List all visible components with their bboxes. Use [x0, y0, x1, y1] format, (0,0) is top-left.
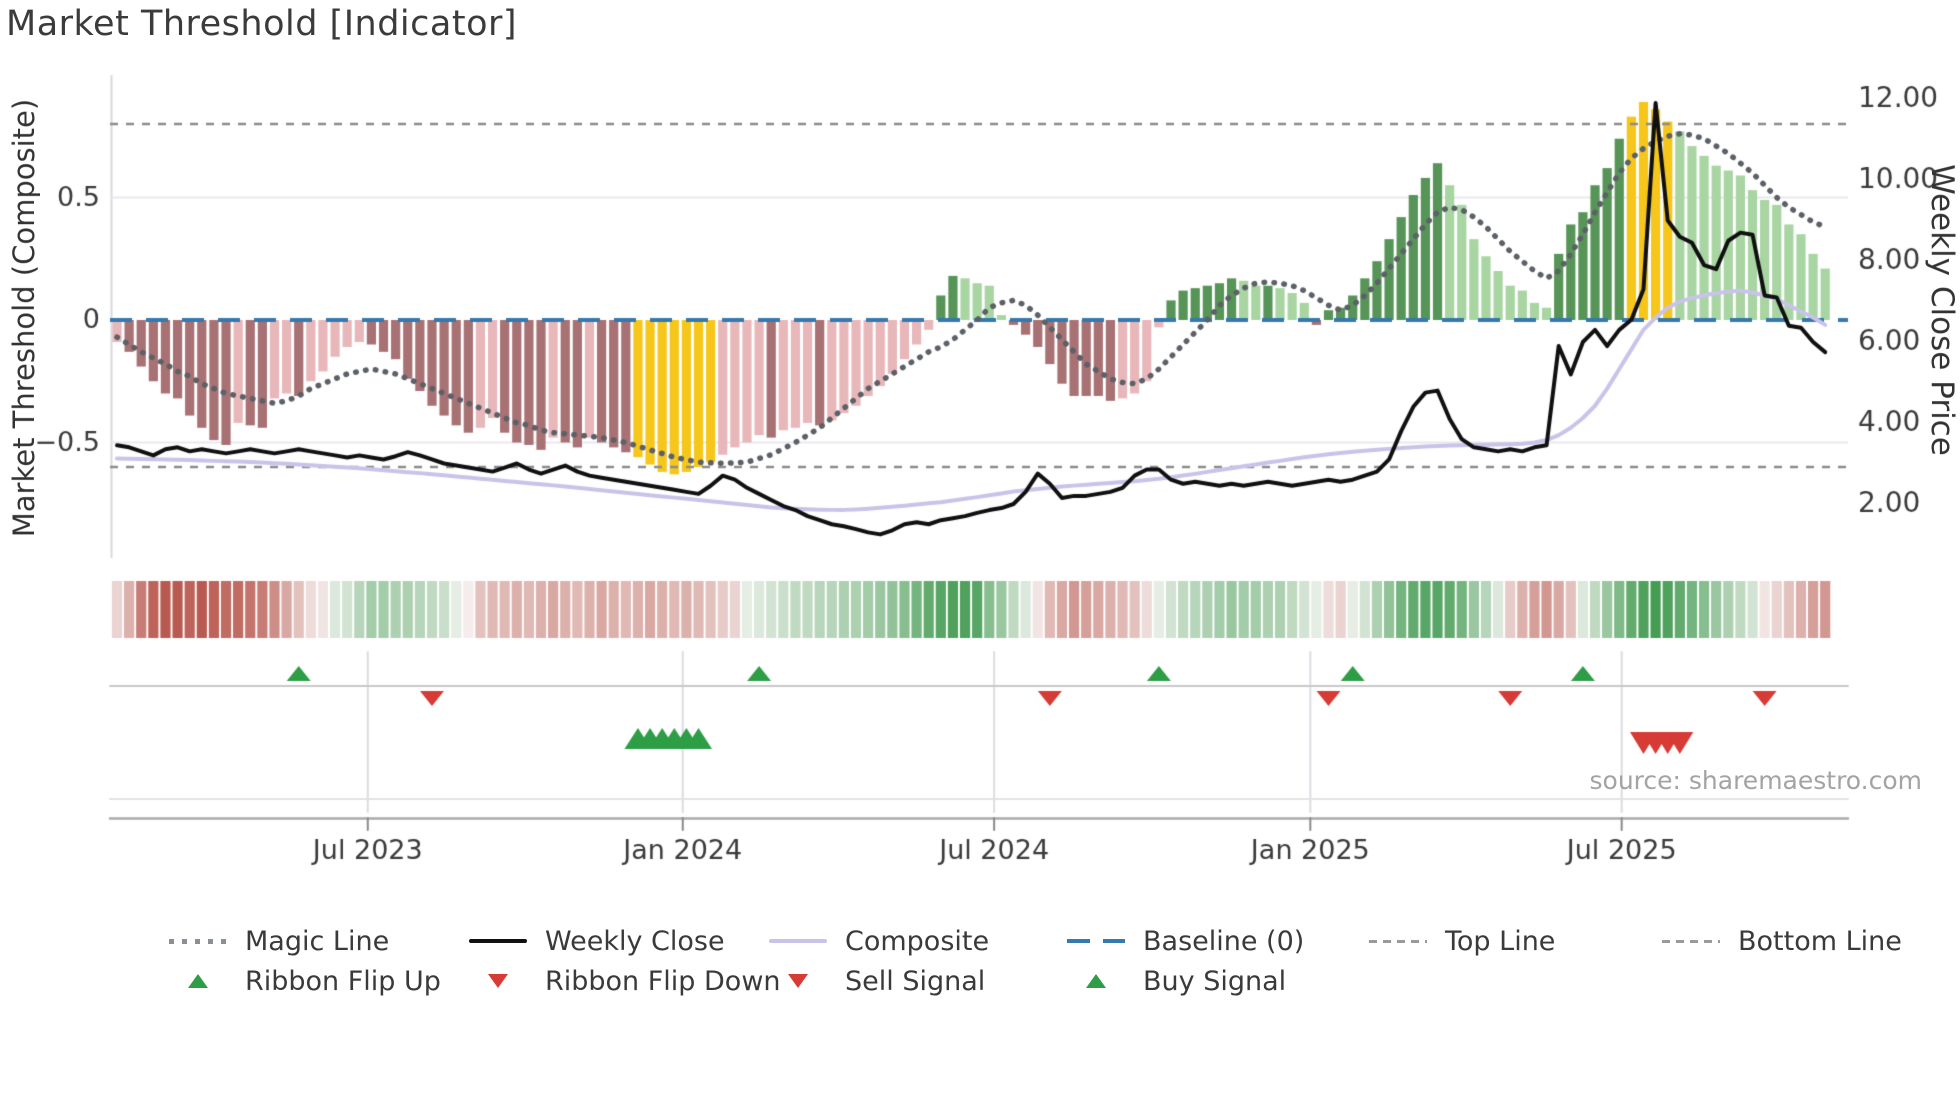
triangle-up-icon: [169, 974, 227, 988]
triangle-up-icon: [1067, 974, 1125, 988]
small-dash-line-icon: [1369, 939, 1427, 943]
dotted-line-icon: [169, 938, 227, 944]
legend-label: Ribbon Flip Up: [245, 965, 441, 997]
legend-label: Ribbon Flip Down: [545, 965, 781, 997]
legend-item-baseline-0-: Baseline (0): [1067, 924, 1304, 958]
solid-line-icon: [469, 939, 527, 943]
triangle-down-icon: [469, 974, 527, 988]
left-axis-title: Market Threshold (Composite): [7, 98, 41, 538]
legend-item-sell-signal: Sell Signal: [769, 964, 985, 998]
legend-label: Bottom Line: [1738, 925, 1902, 957]
legend-label: Magic Line: [245, 925, 390, 957]
legend-item-bottom-line: Bottom Line: [1662, 924, 1902, 958]
source-credit: source: sharemaestro.com: [1589, 766, 1923, 795]
legend-item-ribbon-flip-up: Ribbon Flip Up: [169, 964, 441, 998]
legend-label: Top Line: [1445, 925, 1556, 957]
legend-item-ribbon-flip-down: Ribbon Flip Down: [469, 964, 781, 998]
legend-label: Buy Signal: [1143, 965, 1287, 997]
small-dash-line-icon: [1662, 939, 1720, 943]
right-axis-title: Weekly Close Price: [1924, 164, 1960, 456]
triangle-down-icon: [769, 974, 827, 988]
legend-item-weekly-close: Weekly Close: [469, 924, 725, 958]
solid-line-icon: [769, 939, 827, 943]
dashed-line-icon: [1067, 939, 1125, 943]
legend-item-top-line: Top Line: [1369, 924, 1555, 958]
legend-label: Baseline (0): [1143, 925, 1305, 957]
legend-label: Composite: [845, 925, 990, 957]
page-title: Market Threshold [Indicator]: [6, 4, 518, 44]
legend-label: Weekly Close: [545, 925, 725, 957]
legend-label: Sell Signal: [845, 965, 986, 997]
legend-item-composite: Composite: [769, 924, 989, 958]
legend-item-magic-line: Magic Line: [169, 924, 389, 958]
legend-item-buy-signal: Buy Signal: [1067, 964, 1286, 998]
